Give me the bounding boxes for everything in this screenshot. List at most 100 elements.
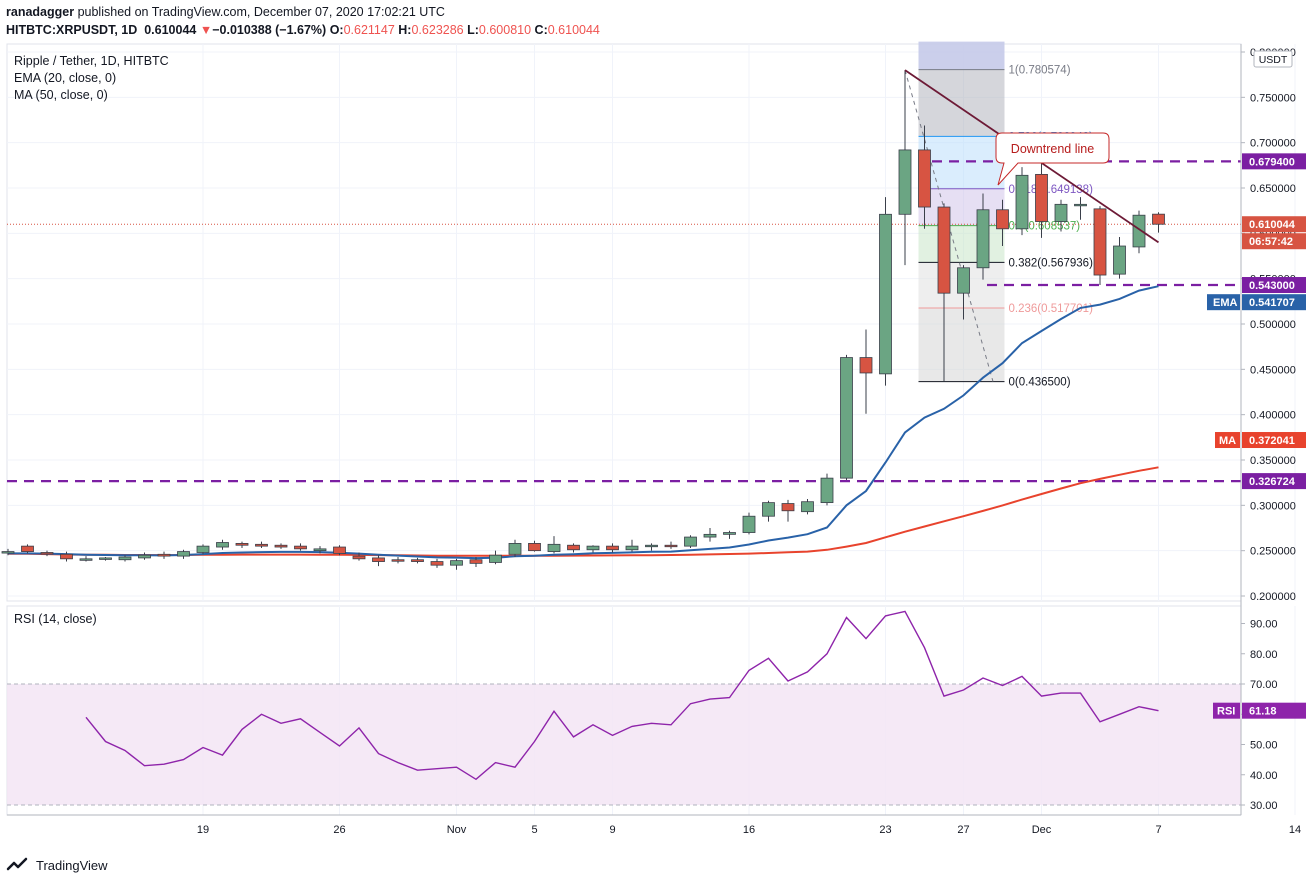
ema-last-box — [1242, 294, 1306, 311]
rsi-tag-box — [1213, 702, 1240, 719]
legend-ma: MA (50, close, 0) — [14, 88, 108, 102]
publisher-line: ranadagger published on TradingView.com,… — [6, 5, 445, 19]
candle-body — [957, 267, 970, 294]
ma-tag-box — [1215, 432, 1240, 449]
candle-body — [489, 554, 502, 563]
time-tick-label: 16 — [743, 824, 755, 836]
rsi-last-label: 61.18 — [1249, 706, 1277, 718]
candle-body — [21, 545, 34, 552]
current-price-label: 0.610044 — [1249, 219, 1296, 231]
candle-body — [937, 206, 951, 294]
candle-body — [313, 548, 327, 552]
candle-body — [196, 545, 210, 553]
author-name[interactable]: ranadagger — [6, 5, 75, 19]
candle-body — [216, 542, 229, 548]
fib-band-1 — [918, 69, 1005, 137]
ma-tag-label: MA — [1219, 435, 1236, 447]
fib-level-label-0.382: 0.382(0.567936) — [1009, 257, 1094, 269]
price-tick-label: 0.750000 — [1250, 92, 1296, 104]
candle-body — [79, 558, 93, 561]
rsi-tick-label: 30.00 — [1250, 800, 1278, 812]
level-679400-box — [1242, 153, 1306, 170]
candle-body — [177, 551, 190, 557]
time-tick-label: 23 — [879, 824, 891, 836]
footer-brand-label: TradingView — [36, 857, 108, 873]
footer-brand[interactable]: TradingView — [6, 857, 108, 873]
candle-body — [1035, 173, 1048, 222]
open-label: O: — [329, 23, 344, 37]
candle-body — [411, 559, 424, 562]
downtrend-callout — [995, 132, 1110, 186]
tradingview-logo-icon — [6, 857, 28, 871]
candle-body — [567, 544, 580, 551]
ema-tag-label: EMA — [1213, 297, 1238, 309]
price-tick-label: 0.450000 — [1250, 364, 1296, 376]
legend-title: Ripple / Tether, 1D, HITBTC — [14, 54, 169, 68]
candle-body — [859, 357, 873, 374]
candle-body — [1093, 208, 1107, 276]
last-price: 0.610044 — [144, 23, 197, 37]
time-tick-label: 14 — [1289, 824, 1301, 836]
level-543000-box — [1242, 277, 1306, 294]
candle-body — [781, 503, 795, 512]
rsi-tick-label: 90.00 — [1250, 619, 1278, 631]
candle-body — [606, 545, 619, 551]
time-tick-label: Nov — [447, 824, 467, 836]
fib-band-0.5 — [918, 225, 1005, 263]
rsi-last-box — [1242, 702, 1306, 719]
candle-body — [99, 557, 112, 560]
candle-body — [820, 477, 834, 504]
candle-body — [1, 551, 15, 554]
candle-body — [333, 546, 346, 554]
low-label: L: — [467, 23, 479, 37]
rsi-tick-label: 50.00 — [1250, 740, 1278, 752]
countdown-box — [1242, 233, 1306, 250]
candle-body — [430, 561, 444, 566]
close-value: 0.610044 — [547, 23, 600, 37]
rsi-tick-label: 70.00 — [1250, 679, 1278, 691]
candle-body — [40, 552, 54, 555]
price-tick-label: 0.500000 — [1250, 319, 1296, 331]
time-tick-label: 26 — [333, 824, 345, 836]
time-tick-label: 9 — [609, 824, 615, 836]
candle-body — [60, 553, 73, 560]
fib-extension-band — [918, 41, 1005, 70]
level-543000-label: 0.543000 — [1249, 280, 1295, 292]
ema-tag-box — [1207, 294, 1240, 311]
fib-level-label-0.618: 0.618(0.649138) — [1009, 184, 1094, 196]
candle-body — [801, 501, 814, 513]
candle-body — [996, 209, 1009, 230]
level-326724-box — [1242, 473, 1306, 490]
candle-body — [469, 559, 483, 564]
candle-body — [762, 502, 775, 517]
high-value: 0.623286 — [411, 23, 464, 37]
fib-level-label-0: 0(0.436500) — [1009, 377, 1071, 389]
price-tick-label: 0.250000 — [1250, 546, 1296, 558]
candle-body — [586, 545, 600, 551]
candle-body — [1113, 245, 1126, 275]
rsi-tick-label: 40.00 — [1250, 770, 1278, 782]
ema-20-line — [8, 285, 1159, 560]
price-tick-label: 0.200000 — [1250, 591, 1296, 603]
time-tick-label: 19 — [197, 824, 209, 836]
candle-body — [976, 209, 990, 269]
downtrend-callout-label: Downtrend line — [1011, 142, 1094, 156]
candle-body — [391, 559, 405, 562]
candle-body — [255, 543, 268, 547]
candle-body — [840, 357, 853, 479]
candle-body — [625, 545, 639, 551]
price-tick-label: 0.400000 — [1250, 410, 1296, 422]
rsi-tag-label: RSI — [1217, 706, 1235, 718]
price-tick-label: 0.350000 — [1250, 455, 1296, 467]
candle-body — [684, 536, 697, 547]
candle-body — [235, 543, 249, 546]
time-tick-label: 27 — [957, 824, 969, 836]
candle-body — [547, 543, 561, 552]
candle-body — [723, 532, 736, 535]
price-change: −0.010388 (−1.67%) — [212, 23, 327, 37]
down-arrow-icon: ▼ — [199, 23, 213, 37]
candle-body — [157, 553, 171, 557]
candle-body — [118, 556, 132, 561]
open-value: 0.621147 — [343, 23, 395, 37]
